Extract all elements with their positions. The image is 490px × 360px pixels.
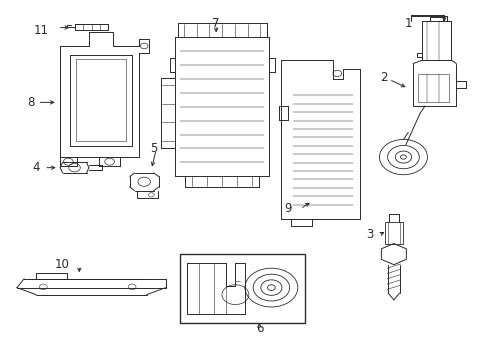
Bar (180, 254, 305, 323)
Text: 3: 3 (366, 228, 373, 241)
Bar (418, 74, 449, 102)
Text: 10: 10 (55, 258, 70, 271)
Text: 7: 7 (213, 17, 220, 30)
Text: 1: 1 (405, 17, 412, 30)
Text: 11: 11 (33, 23, 49, 37)
Bar (385, 222, 402, 243)
Text: 5: 5 (150, 142, 157, 155)
Text: 6: 6 (256, 322, 263, 335)
Text: 8: 8 (27, 96, 35, 109)
Text: 2: 2 (381, 71, 388, 84)
Text: 9: 9 (285, 202, 292, 215)
Text: 4: 4 (32, 161, 40, 174)
